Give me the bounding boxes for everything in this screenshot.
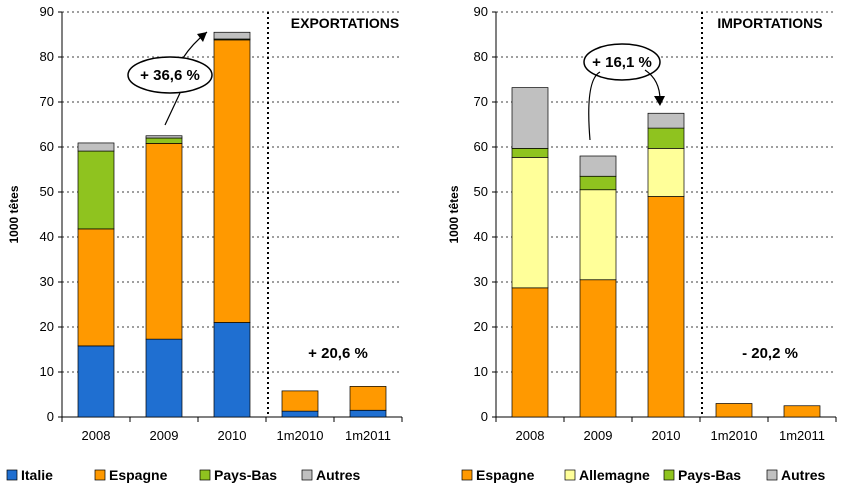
legend-swatch xyxy=(94,469,106,481)
arrow-head-icon xyxy=(197,32,207,42)
y-tick-label: 90 xyxy=(40,4,54,19)
y-axis-label: 1000 têtes xyxy=(447,185,461,243)
legend-swatch xyxy=(461,469,473,481)
x-tick-label: 2009 xyxy=(584,428,613,443)
annotation-bubble xyxy=(583,43,661,81)
bar-segment-pays-bas xyxy=(579,175,617,191)
bar-segment-autres xyxy=(579,155,617,177)
x-tick-label: 2010 xyxy=(652,428,681,443)
y-tick-label: 90 xyxy=(474,4,488,19)
y-tick-label: 10 xyxy=(40,364,54,379)
y-tick-label: 60 xyxy=(40,139,54,154)
bar-segment-allemagne xyxy=(511,157,549,289)
legend-label: Espagne xyxy=(109,467,168,483)
bar-segment-italie xyxy=(281,410,319,418)
bar-segment-italie xyxy=(77,345,115,418)
bar-segment-autres xyxy=(511,87,549,149)
annotation-label: + 20,6 % xyxy=(308,345,368,362)
y-tick-label: 30 xyxy=(474,274,488,289)
bar-segment-pays-bas xyxy=(647,127,685,149)
bar-segment-italie xyxy=(213,322,251,418)
y-axis-label: 1000 têtes xyxy=(7,185,21,243)
x-tick-label: 2009 xyxy=(150,428,179,443)
y-tick-label: 0 xyxy=(47,409,54,424)
x-tick-label: 1m2010 xyxy=(277,428,324,443)
bar-segment-pays-bas xyxy=(145,137,183,144)
x-tick-label: 2010 xyxy=(218,428,247,443)
bar-segment-espagne xyxy=(213,39,251,323)
legend-swatch xyxy=(301,469,313,481)
importations-chart: 0 10 20 30 40 50 60 70 80 90 1000 têtes 2008 2009 201… xyxy=(447,4,837,483)
y-tick-label: 20 xyxy=(40,319,54,334)
x-tick-label: 1m2010 xyxy=(711,428,758,443)
bar-segment-espagne xyxy=(647,196,685,418)
legend-swatch xyxy=(663,469,675,481)
annotation-label: + 16,1 % xyxy=(592,54,652,71)
exportations-chart: 0 10 20 30 40 50 60 70 80 90 1000 têtes 2008 2009 201… xyxy=(6,4,403,483)
y-tick-label: 50 xyxy=(474,184,488,199)
legend-label: Espagne xyxy=(476,467,535,483)
x-tick-label: 1m2011 xyxy=(345,428,391,443)
bar-segment-espagne xyxy=(349,386,387,411)
legend-swatch xyxy=(6,469,18,481)
bar-segment-pays-bas xyxy=(77,150,115,230)
y-tick-label: 70 xyxy=(474,94,488,109)
legend-swatch xyxy=(199,469,211,481)
bar-segment-pays-bas xyxy=(511,148,549,158)
y-tick-label: 0 xyxy=(481,409,488,424)
bar-segment-italie xyxy=(145,338,183,418)
bar-segment-espagne xyxy=(511,287,549,418)
legend-swatch xyxy=(564,469,576,481)
y-tick-label: 10 xyxy=(474,364,488,379)
legend-label: Allemagne xyxy=(579,467,650,483)
legend-label: Italie xyxy=(21,467,53,483)
bar-segment-italie xyxy=(349,409,387,418)
y-tick-label: 80 xyxy=(474,49,488,64)
legend-label: Autres xyxy=(781,467,826,483)
bar-segment-espagne xyxy=(281,390,319,412)
annotation-label: + 36,6 % xyxy=(140,67,200,84)
y-tick-label: 40 xyxy=(474,229,488,244)
y-tick-label: 50 xyxy=(40,184,54,199)
legend-label: Pays-Bas xyxy=(214,467,277,483)
bar-segment-espagne xyxy=(77,228,115,347)
arrow-head-icon xyxy=(654,96,665,106)
legend-label: Pays-Bas xyxy=(678,467,741,483)
x-tick-label: 2008 xyxy=(516,428,545,443)
annotation-connector xyxy=(588,71,601,141)
bar-segment-autres xyxy=(145,135,183,139)
y-tick-label: 30 xyxy=(40,274,54,289)
bar-segment-allemagne xyxy=(647,148,685,197)
bar-segment-allemagne xyxy=(579,189,617,281)
y-tick-label: 80 xyxy=(40,49,54,64)
y-tick-label: 60 xyxy=(474,139,488,154)
bar-segment-autres xyxy=(213,31,251,40)
bar-segment-espagne xyxy=(145,143,183,340)
bar-segment-autres xyxy=(647,112,685,129)
annotation-connector xyxy=(164,92,181,126)
y-tick-label: 70 xyxy=(40,94,54,109)
bar-segment-espagne xyxy=(579,279,617,418)
annotation-bubble xyxy=(127,56,213,94)
legend-swatch xyxy=(766,469,778,481)
bar-segment-espagne xyxy=(715,403,753,418)
chart-title: IMPORTATIONS xyxy=(717,15,822,31)
x-tick-label: 2008 xyxy=(82,428,111,443)
bar-segment-espagne xyxy=(783,405,821,418)
annotation-label: - 20,2 % xyxy=(742,345,798,362)
legend-label: Autres xyxy=(316,467,361,483)
bar-segment-autres xyxy=(77,142,115,152)
y-tick-label: 40 xyxy=(40,229,54,244)
chart-title: EXPORTATIONS xyxy=(291,15,399,31)
y-tick-label: 20 xyxy=(474,319,488,334)
x-tick-label: 1m2011 xyxy=(779,428,825,443)
